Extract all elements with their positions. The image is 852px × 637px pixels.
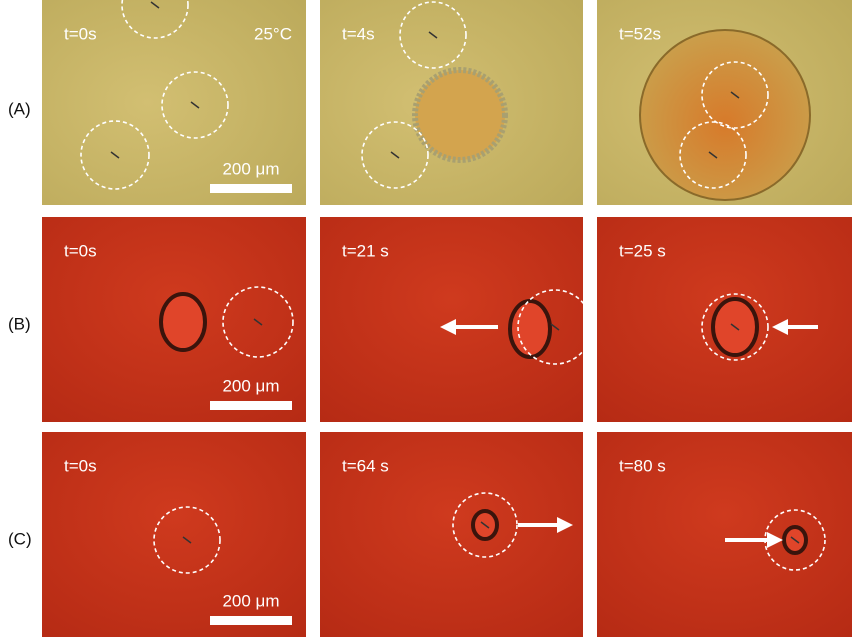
row-label: (A) xyxy=(8,99,31,118)
panel: t=0s 200 μm xyxy=(42,432,306,637)
figure: (A)t=0s25°C200 μmt=4st=52s(B)t=0s200 μmt… xyxy=(0,0,852,637)
panel: t=52s xyxy=(597,0,852,205)
time-label: t=52s xyxy=(619,24,661,43)
scale-bar xyxy=(210,616,292,625)
scale-bar xyxy=(210,401,292,410)
time-label: t=4s xyxy=(342,24,375,43)
temperature-label: 25°C xyxy=(254,24,292,43)
panel: t=25 s xyxy=(597,217,852,422)
bubble xyxy=(640,30,810,200)
time-label: t=80 s xyxy=(619,456,666,475)
panel: t=64 s xyxy=(320,432,583,637)
panel: t=21 s xyxy=(320,217,592,422)
row-label: (C) xyxy=(8,529,32,548)
scale-bar xyxy=(210,184,292,193)
scale-label: 200 μm xyxy=(222,376,279,395)
droplet xyxy=(161,294,205,350)
row-label: (B) xyxy=(8,314,31,333)
panel: t=4s xyxy=(320,0,583,205)
panel: t=0s 200 μm xyxy=(42,217,306,422)
panel: t=80 s xyxy=(597,432,852,637)
scale-label: 200 μm xyxy=(222,159,279,178)
time-label: t=0s xyxy=(64,24,97,43)
droplet xyxy=(510,301,550,357)
panel: t=0s 25°C 200 μm xyxy=(42,0,306,205)
time-label: t=64 s xyxy=(342,456,389,475)
time-label: t=0s xyxy=(64,456,97,475)
time-label: t=25 s xyxy=(619,241,666,260)
time-label: t=21 s xyxy=(342,241,389,260)
bubble xyxy=(415,70,505,160)
scale-label: 200 μm xyxy=(222,591,279,610)
time-label: t=0s xyxy=(64,241,97,260)
